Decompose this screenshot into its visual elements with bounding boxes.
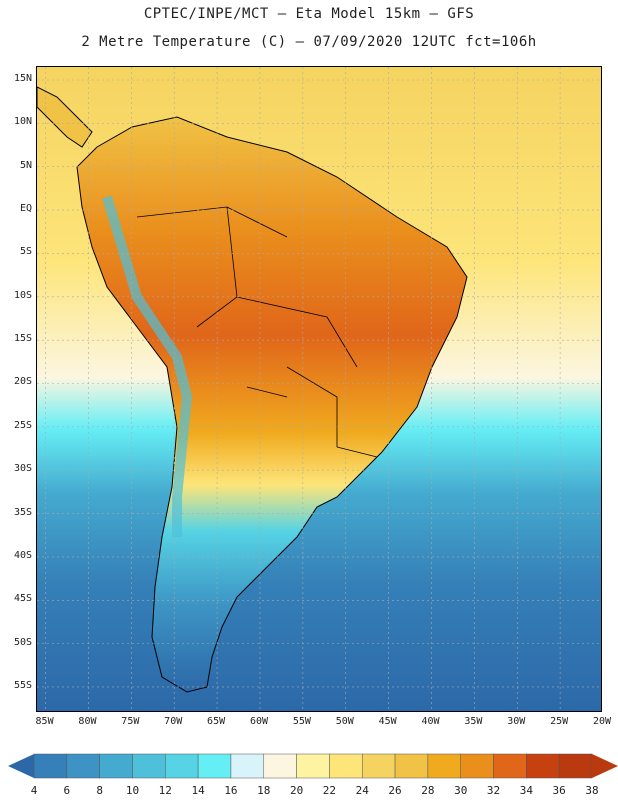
legend-label: 18: [257, 784, 271, 797]
lat-label: 10S: [13, 289, 32, 301]
legend-swatch: [165, 753, 199, 779]
legend-label: 14: [191, 784, 205, 797]
temperature-map: [36, 66, 602, 712]
legend-swatch: [197, 753, 232, 779]
lon-label: 80W: [78, 716, 97, 727]
lon-label: 20W: [592, 716, 612, 727]
lat-label: 35S: [13, 506, 32, 518]
legend-swatch: [296, 753, 330, 779]
legend-label: 8: [96, 784, 103, 797]
lon-label: 55W: [292, 716, 311, 727]
legend-label: 26: [388, 784, 402, 797]
legend-label: 10: [125, 784, 140, 797]
lat-label: 15N: [13, 73, 32, 84]
lat-label: 25S: [13, 419, 32, 431]
legend-label: 12: [158, 784, 172, 797]
map-title: CPTEC/INPE/MCT – Eta Model 15km – GFS: [143, 6, 475, 22]
lat-label: 40S: [13, 549, 32, 561]
lat-label: 5N: [19, 159, 32, 171]
lon-label: 25W: [550, 716, 569, 727]
color-legend: [8, 753, 618, 779]
legend-swatch: [99, 753, 133, 779]
map-subtitle: 2 Metre Temperature (C) – 07/09/2020 12U…: [81, 34, 537, 50]
lon-label: 70W: [164, 716, 183, 727]
legend-label: 32: [486, 784, 501, 797]
lat-label: 15S: [13, 333, 32, 345]
lon-label: 30W: [507, 716, 526, 727]
legend-label: 24: [355, 784, 369, 797]
lat-label: 30S: [13, 463, 32, 475]
legend-label: 22: [322, 784, 337, 797]
legend-label: 36: [552, 784, 566, 797]
legend-swatch: [460, 753, 494, 779]
legend-label: 6: [63, 784, 71, 797]
legend-label: 30: [454, 784, 468, 797]
legend-swatch: [493, 753, 527, 779]
lat-label: 50S: [13, 636, 32, 648]
legend-swatch: [8, 754, 34, 778]
lat-label: EQ: [19, 203, 32, 215]
lon-label: 60W: [249, 716, 268, 727]
lon-label: 65W: [207, 716, 226, 727]
legend-label: 28: [421, 784, 435, 797]
andes-cool-band: [102, 195, 193, 537]
lon-label: 75W: [121, 716, 140, 727]
legend-label: 34: [519, 784, 533, 797]
legend-swatch: [361, 753, 396, 779]
lon-label: 50W: [335, 716, 354, 727]
grid-lines: [37, 67, 601, 711]
legend-swatch: [263, 753, 297, 779]
lat-label: 55S: [13, 679, 32, 691]
lat-label: 45S: [13, 593, 32, 605]
lon-label: 40W: [421, 716, 440, 727]
legend-label: 20: [289, 784, 304, 797]
lon-label: 35W: [464, 716, 483, 727]
legend-swatch: [558, 753, 593, 779]
legend-swatch: [394, 753, 429, 779]
legend-swatch: [132, 753, 166, 779]
lon-label: 85W: [35, 716, 54, 727]
legend-swatch: [526, 753, 560, 779]
legend-swatch: [230, 753, 265, 779]
legend-label: 38: [585, 784, 599, 797]
central-america-land: [37, 86, 93, 148]
legend-swatch: [592, 754, 618, 778]
legend-label: 4: [30, 784, 38, 797]
legend-swatch: [33, 753, 68, 779]
lon-label: 45W: [378, 716, 397, 727]
lat-label: 10N: [13, 116, 32, 128]
legend-swatch: [329, 753, 363, 779]
legend-swatch: [66, 753, 100, 779]
legend-swatch: [427, 753, 461, 779]
lat-label: 20S: [13, 376, 32, 388]
legend-label: 16: [224, 784, 238, 797]
lat-label: 5S: [19, 246, 32, 258]
